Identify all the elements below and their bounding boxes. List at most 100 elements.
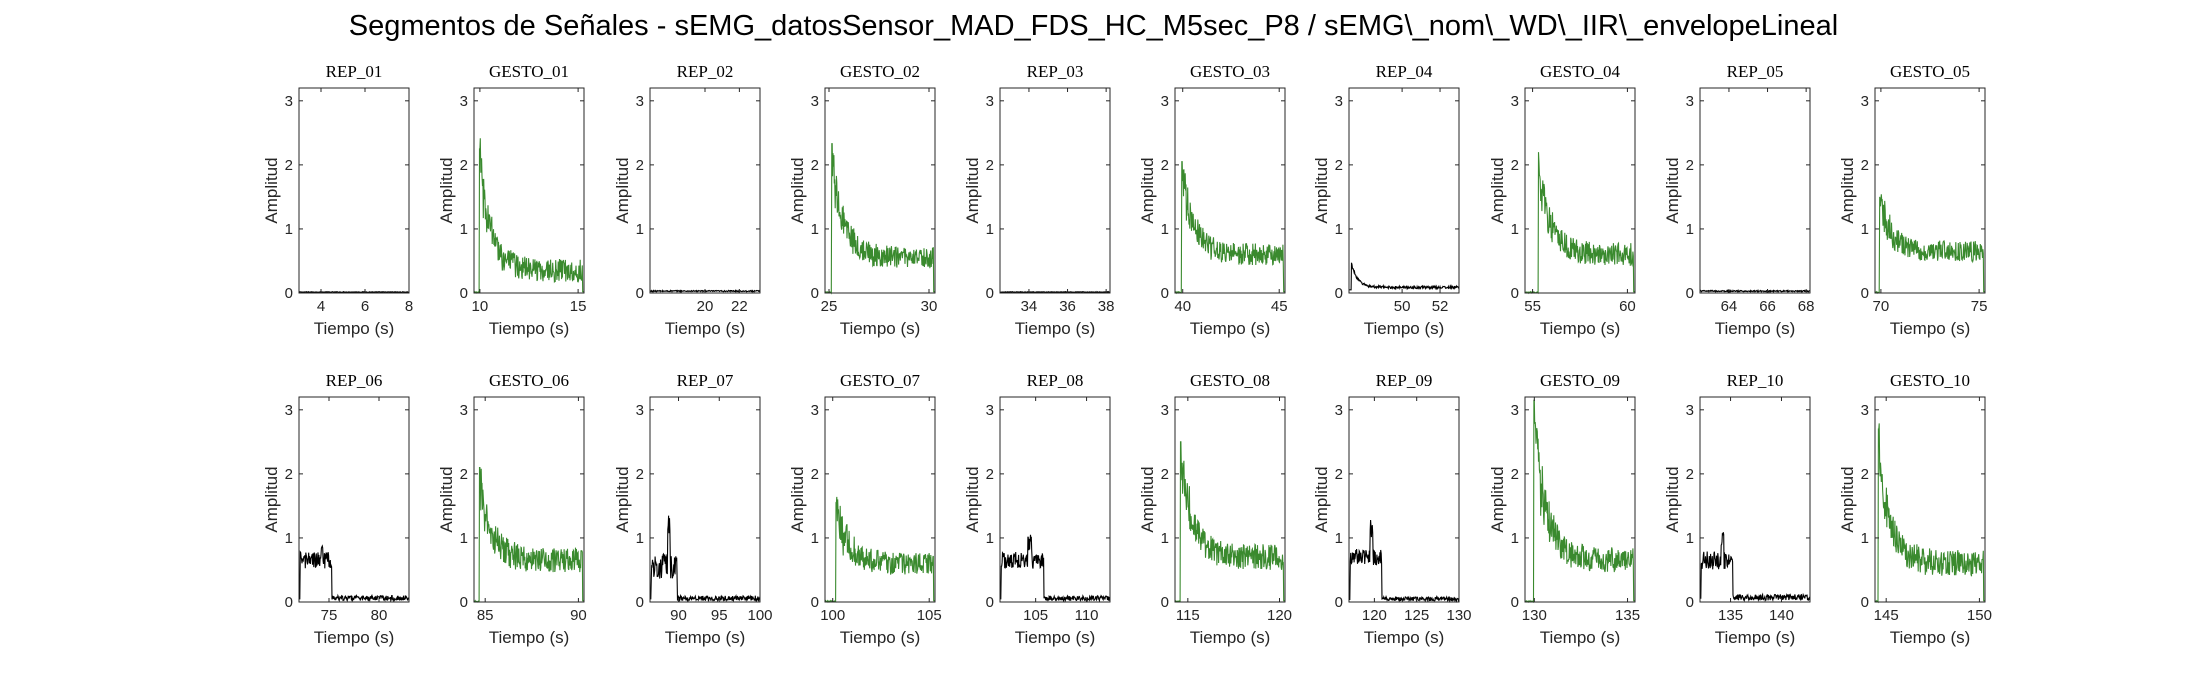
signal-line	[1524, 152, 1635, 295]
y-tick-label: 3	[460, 402, 468, 419]
subplot-rep_06: REP_06 0 1 2 3 75 80 Tiempo (s) Amplitud	[262, 371, 410, 647]
subplot-gesto_04: GESTO_04 0 1 2 3 55 60 Tiempo (s) Amplitud	[1488, 62, 1636, 338]
y-tick-label: 0	[986, 594, 994, 611]
y-tick-label: 2	[1161, 466, 1169, 483]
subplot-title: GESTO_07	[840, 371, 920, 390]
x-tick-label: 22	[731, 298, 748, 315]
y-tick-label: 1	[1861, 530, 1869, 547]
subplot-rep_10: REP_10 0 1 2 3 135 140 Tiempo (s) Amplitud	[1663, 371, 1811, 647]
x-axis-label: Tiempo (s)	[1715, 628, 1796, 647]
y-axis-label: Amplitud	[1663, 157, 1682, 223]
y-tick-label: 2	[986, 157, 994, 174]
axes-box	[1174, 396, 1286, 603]
y-tick-label: 1	[460, 221, 468, 238]
y-axis-label: Amplitud	[1488, 466, 1507, 532]
x-tick-label: 36	[1059, 298, 1076, 315]
subplot-gesto_07: GESTO_07 0 1 2 3 100 105 Tiempo (s) Amplitud	[788, 371, 942, 647]
y-tick-label: 0	[1861, 594, 1869, 611]
x-axis-label: Tiempo (s)	[489, 628, 570, 647]
y-tick-label: 3	[1686, 93, 1694, 110]
y-tick-label: 0	[1861, 285, 1869, 302]
subplot-title: REP_01	[326, 62, 383, 81]
y-tick-label: 1	[1686, 221, 1694, 238]
subplot-title: REP_08	[1027, 371, 1084, 390]
y-tick-label: 3	[986, 93, 994, 110]
x-axis-label: Tiempo (s)	[1890, 319, 1971, 338]
x-axis-label: Tiempo (s)	[1540, 628, 1621, 647]
subplot-title: GESTO_03	[1190, 62, 1270, 81]
x-axis-label: Tiempo (s)	[840, 628, 921, 647]
y-tick-label: 1	[1161, 530, 1169, 547]
y-axis-label: Amplitud	[1312, 466, 1331, 532]
axes-box	[1524, 396, 1636, 603]
x-tick-label: 25	[821, 298, 838, 315]
subplot-title: REP_02	[677, 62, 734, 81]
y-tick-label: 1	[1686, 530, 1694, 547]
y-tick-label: 3	[1686, 402, 1694, 419]
y-tick-label: 0	[460, 285, 468, 302]
y-tick-label: 0	[285, 594, 293, 611]
y-tick-label: 0	[636, 285, 644, 302]
y-tick-label: 0	[1686, 285, 1694, 302]
y-axis-label: Amplitud	[613, 466, 632, 532]
y-tick-label: 1	[285, 221, 293, 238]
axes-box	[1348, 396, 1460, 603]
y-tick-label: 2	[460, 466, 468, 483]
y-tick-label: 2	[285, 157, 293, 174]
y-tick-label: 3	[285, 402, 293, 419]
y-tick-label: 3	[636, 93, 644, 110]
y-tick-label: 1	[1335, 221, 1343, 238]
y-tick-label: 2	[1511, 466, 1519, 483]
subplot-title: GESTO_04	[1540, 62, 1620, 81]
x-tick-label: 45	[1271, 298, 1288, 315]
x-tick-label: 85	[477, 607, 494, 624]
y-tick-label: 2	[1511, 157, 1519, 174]
y-axis-label: Amplitud	[1312, 157, 1331, 223]
axes-box	[824, 87, 936, 294]
y-tick-label: 2	[1335, 466, 1343, 483]
signal-line	[298, 290, 410, 294]
x-tick-label: 80	[371, 607, 388, 624]
x-axis-label: Tiempo (s)	[1190, 319, 1271, 338]
y-tick-label: 1	[811, 221, 819, 238]
x-tick-label: 40	[1174, 298, 1191, 315]
y-tick-label: 3	[636, 402, 644, 419]
x-tick-label: 34	[1021, 298, 1038, 315]
subplot-rep_04: REP_04 0 1 2 3 50 52 Tiempo (s) Amplitud	[1312, 62, 1460, 338]
y-tick-label: 3	[1161, 402, 1169, 419]
y-tick-label: 2	[1335, 157, 1343, 174]
y-tick-label: 0	[1686, 594, 1694, 611]
y-axis-label: Amplitud	[262, 157, 281, 223]
axes-box	[473, 396, 585, 603]
y-axis-label: Amplitud	[1663, 466, 1682, 532]
y-tick-label: 2	[811, 157, 819, 174]
x-tick-label: 140	[1769, 607, 1794, 624]
y-tick-label: 2	[636, 157, 644, 174]
y-tick-label: 3	[460, 93, 468, 110]
y-tick-label: 1	[285, 530, 293, 547]
signal-line	[1349, 262, 1460, 291]
y-axis-label: Amplitud	[1838, 466, 1857, 532]
x-tick-label: 20	[697, 298, 714, 315]
x-tick-label: 8	[405, 298, 413, 315]
y-tick-label: 0	[1511, 594, 1519, 611]
y-tick-label: 0	[1511, 285, 1519, 302]
y-axis-label: Amplitud	[437, 157, 456, 223]
x-tick-label: 135	[1718, 607, 1743, 624]
subplot-title: GESTO_02	[840, 62, 920, 81]
y-tick-label: 0	[285, 285, 293, 302]
x-axis-label: Tiempo (s)	[1364, 628, 1445, 647]
y-tick-label: 3	[986, 402, 994, 419]
y-axis-label: Amplitud	[1138, 157, 1157, 223]
signal-line	[824, 496, 935, 604]
subplot-title: GESTO_09	[1540, 371, 1620, 390]
y-tick-label: 2	[811, 466, 819, 483]
signal-line	[650, 515, 761, 603]
x-tick-label: 150	[1967, 607, 1992, 624]
axes-box	[649, 87, 761, 294]
x-tick-label: 145	[1874, 607, 1899, 624]
y-axis-label: Amplitud	[1138, 466, 1157, 532]
y-tick-label: 1	[1161, 221, 1169, 238]
